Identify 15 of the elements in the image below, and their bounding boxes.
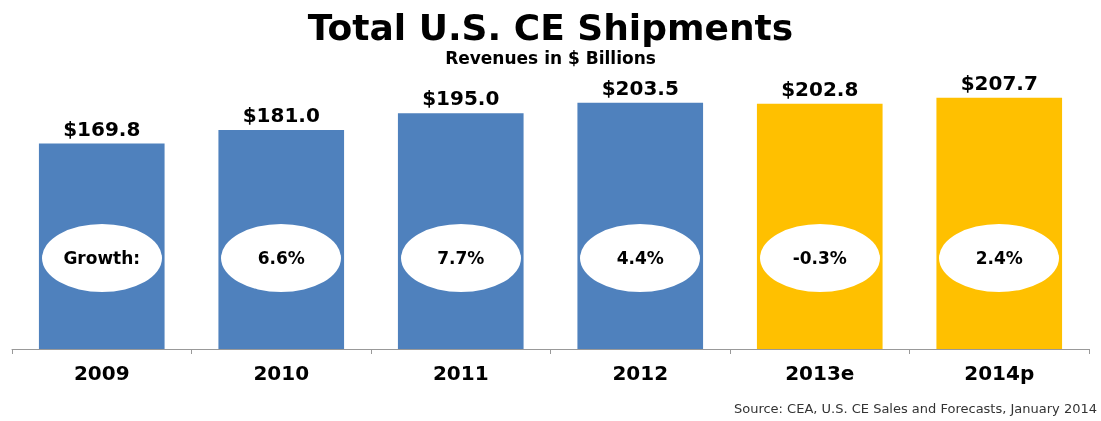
x-tick-label: 2010 (253, 361, 310, 385)
chart-subtitle: Revenues in $ Billions (445, 47, 656, 68)
x-tick-label: 2013e (785, 361, 855, 385)
x-tick-label: 2011 (432, 361, 489, 385)
x-tick-label: 2012 (612, 361, 669, 385)
data-label: $169.8 (63, 116, 141, 141)
x-tick-label: 2014p (964, 361, 1035, 385)
source-note: Source: CEA, U.S. CE Sales and Forecasts, January 2014 (733, 401, 1098, 416)
chart-title: Total U.S. CE Shipments (307, 6, 794, 48)
data-label: $207.7 (960, 70, 1038, 95)
data-label: $203.5 (601, 75, 679, 100)
data-label: $202.8 (781, 76, 859, 101)
x-tick-label: 2009 (73, 361, 130, 385)
data-label: $195.0 (422, 86, 500, 111)
data-label: $181.0 (242, 103, 320, 128)
